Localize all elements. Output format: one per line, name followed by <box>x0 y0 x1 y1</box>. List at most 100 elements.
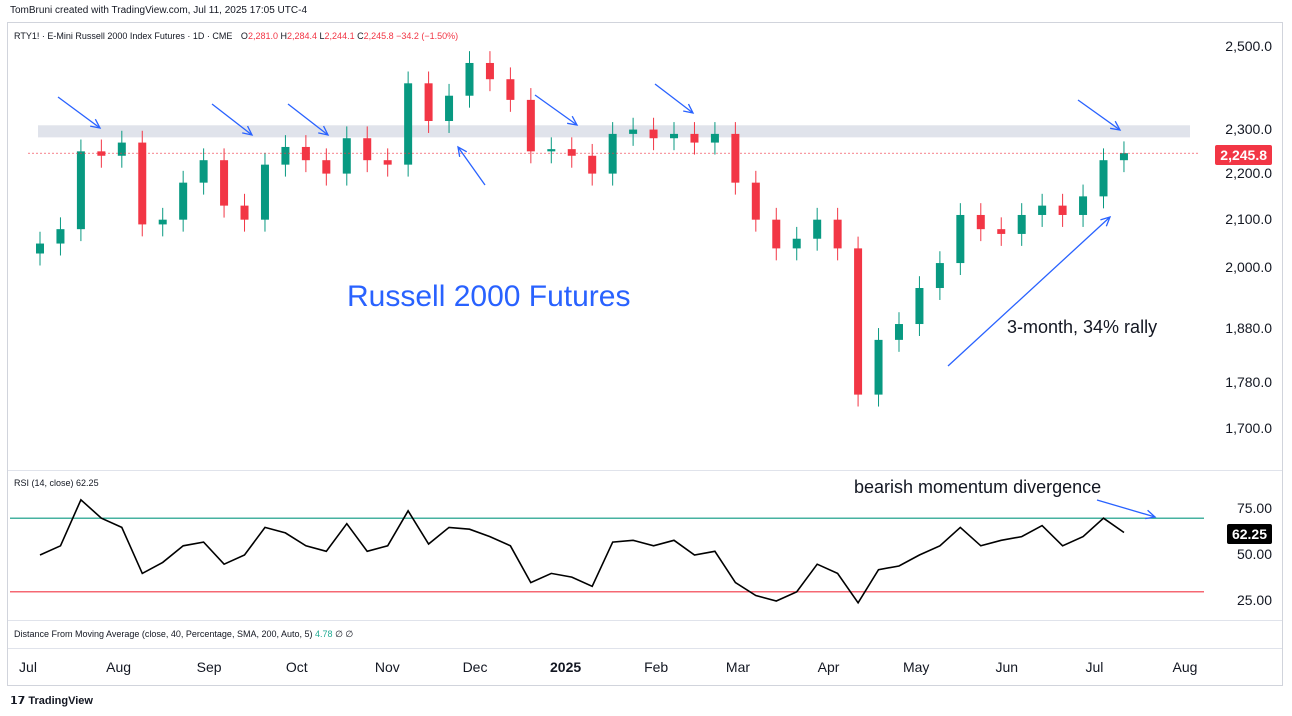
candle-body <box>322 160 331 174</box>
candle-body <box>956 214 965 264</box>
arrow-jul-2025-resistance-head <box>1110 120 1122 131</box>
candle-body <box>690 133 699 143</box>
arrow-sep-resistance-head <box>242 125 254 136</box>
candle-body <box>649 129 658 139</box>
tradingview-logo: 𝟭𝟳 TradingView <box>10 695 93 707</box>
candle-body <box>117 142 126 156</box>
rsi-tick-label: 50.00 <box>1236 546 1272 562</box>
candle-body <box>485 62 494 80</box>
arrow-dec-resistance <box>534 94 578 126</box>
candle-body <box>670 133 679 139</box>
arrow-sep-resistance <box>211 103 253 136</box>
price-tick-label: 2,200.0 <box>1225 164 1272 181</box>
arrow-nov-breakdown-head <box>457 145 468 157</box>
rsi-tick-label: 25.00 <box>1236 592 1272 608</box>
arrow-divergence-head <box>1145 509 1157 520</box>
pane-divider-rsi <box>8 470 1282 471</box>
chart-frame <box>7 22 1283 686</box>
candle-body <box>301 146 310 161</box>
time-tick-label: Sep <box>196 659 222 675</box>
rsi-value: 62.25 <box>76 478 99 488</box>
candle-body <box>547 149 556 152</box>
candle-body <box>158 219 167 225</box>
candle-body <box>976 214 985 230</box>
candle-body <box>894 324 903 340</box>
candle-body <box>997 229 1006 234</box>
dma-pane-header: Distance From Moving Average (close, 40,… <box>14 629 353 640</box>
pane-divider-axis <box>8 648 1282 649</box>
candle-body <box>97 151 106 156</box>
rally-annotation: 3-month, 34% rally <box>1007 317 1158 337</box>
time-tick-label: Aug <box>106 659 132 675</box>
candle-body <box>220 160 229 206</box>
candle-body <box>260 164 269 220</box>
arrow-jul-resistance-head <box>90 118 102 129</box>
time-tick-label: Dec <box>462 659 488 675</box>
open-label: O <box>240 31 248 41</box>
candle-body <box>342 138 351 174</box>
candle-body <box>833 219 842 249</box>
candle-body <box>588 155 597 174</box>
time-tick-label: Aug <box>1172 659 1198 675</box>
candle-body <box>813 219 822 239</box>
candle-body <box>1099 160 1108 197</box>
candle-body <box>1038 205 1047 215</box>
rsi-tick-label: 75.00 <box>1236 500 1272 516</box>
tradingview-logo-icon: 𝟭𝟳 <box>10 695 29 707</box>
candle-body <box>56 229 65 244</box>
rsi-value-badge: 62.25 <box>1226 524 1272 544</box>
candle-body <box>506 79 515 100</box>
time-tick-label: Oct <box>285 659 308 675</box>
dma-label: Distance From Moving Average (close, 40,… <box>14 629 313 639</box>
candle-body <box>36 243 44 254</box>
arrow-jul-2025-resistance <box>1077 99 1121 131</box>
candle-body <box>710 133 719 143</box>
candle-body <box>404 83 413 165</box>
rsi-label: RSI (14, close) <box>14 478 74 488</box>
candle-body <box>1079 196 1088 215</box>
arrow-nov-breakdown <box>457 146 486 186</box>
price-tick-label: 2,100.0 <box>1225 210 1272 227</box>
candle-body <box>240 205 249 220</box>
arrow-rally <box>947 216 1111 367</box>
rsi-pane-header: RSI (14, close) 62.25 <box>14 478 99 488</box>
candle-body <box>179 182 188 220</box>
chart-title-annotation: Russell 2000 Futures <box>347 280 631 313</box>
change-value: −34.2 (−1.50%) <box>396 31 459 41</box>
candle-body <box>629 129 638 134</box>
low-value: 2,244.1 <box>324 31 355 41</box>
arrow-divergence <box>1096 499 1156 518</box>
candle-body <box>915 288 924 325</box>
candle-body <box>526 99 535 152</box>
high-label: H <box>280 31 287 41</box>
time-tick-label: Feb <box>644 659 669 675</box>
price-tick-label: 2,300.0 <box>1225 120 1272 137</box>
high-value: 2,284.4 <box>286 31 318 41</box>
arrow-oct-resistance-head <box>318 125 330 136</box>
candle-body <box>1058 205 1067 215</box>
candle-body <box>874 339 883 395</box>
candle-body <box>199 160 208 183</box>
candle-body <box>1017 214 1026 234</box>
price-tick-label: 2,000.0 <box>1225 259 1272 275</box>
arrow-rally-head <box>1100 215 1112 227</box>
last-price-badge: 2,245.8 <box>1215 145 1272 165</box>
low-label: L <box>319 31 325 41</box>
candle-body <box>445 95 454 122</box>
pane-divider-dma <box>8 620 1282 621</box>
price-pane-header: RTY1! · E-Mini Russell 2000 Index Future… <box>14 31 458 41</box>
candle-body <box>567 149 576 156</box>
rsi-line <box>39 498 1125 605</box>
candle-body <box>751 182 760 220</box>
candle-body <box>281 146 290 165</box>
candle-body <box>1119 153 1128 161</box>
candle-body <box>854 248 863 395</box>
candle-body <box>424 83 433 122</box>
close-value: 2,245.8 <box>363 31 394 41</box>
arrow-jul-resistance <box>57 96 101 129</box>
time-tick-label: Jul <box>19 659 37 675</box>
chart-credit: TomBruni created with TradingView.com, J… <box>10 5 308 16</box>
arrow-dec-resistance-head <box>567 115 579 126</box>
time-tick-label: May <box>902 659 930 675</box>
